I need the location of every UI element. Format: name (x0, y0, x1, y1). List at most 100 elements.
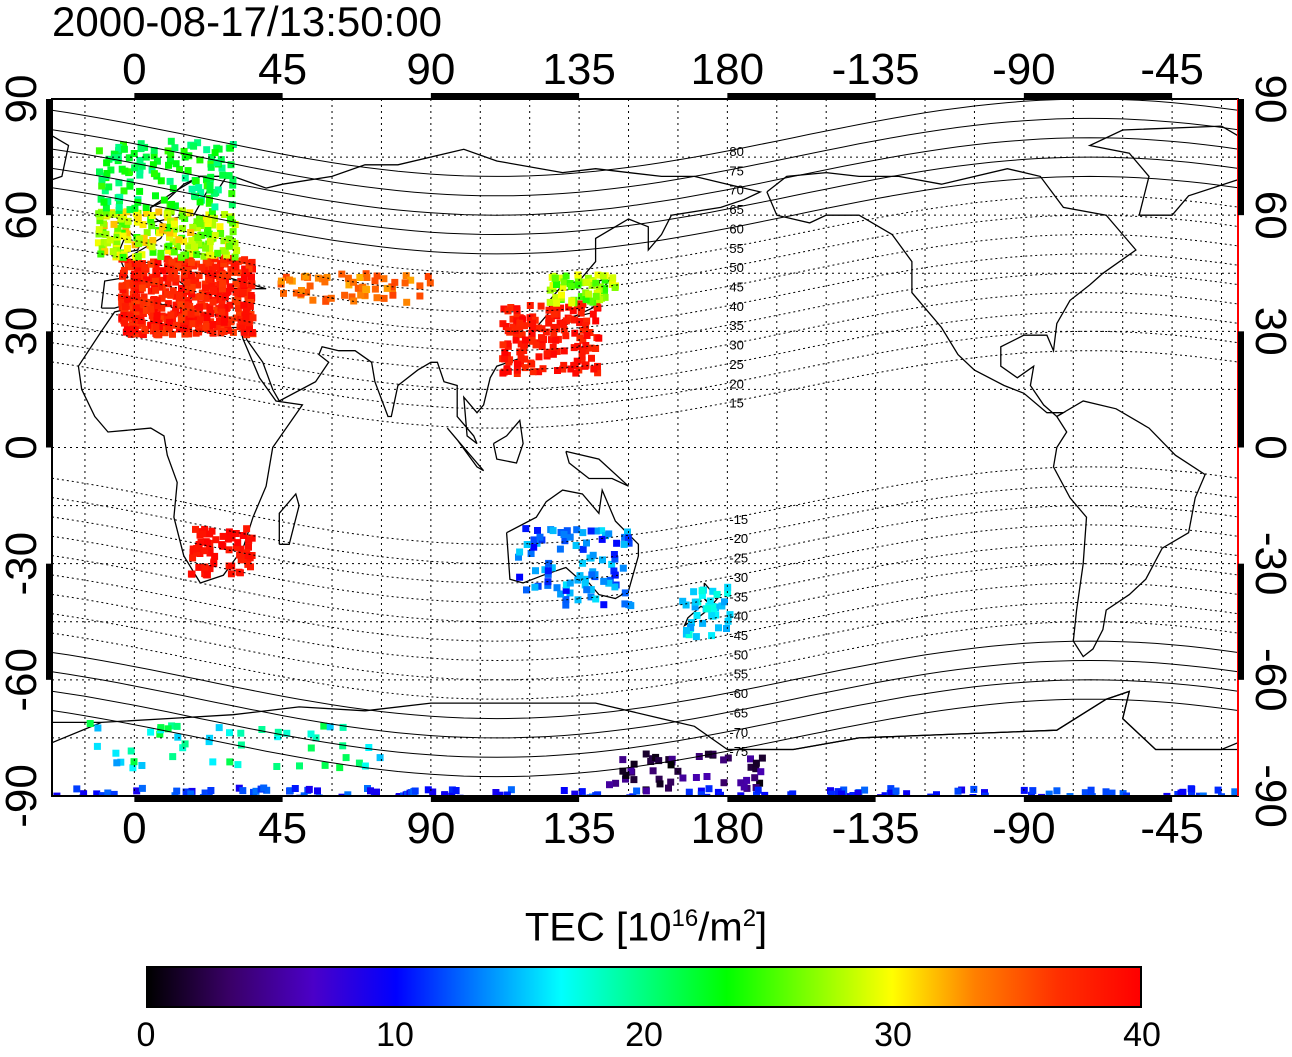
tec-point (229, 328, 237, 336)
tec-point (621, 589, 629, 597)
tec-point (181, 270, 188, 278)
tec-point (723, 625, 730, 632)
tec-point (758, 754, 766, 762)
tec-point (610, 567, 618, 575)
tec-point (119, 286, 127, 294)
tec-point (314, 274, 322, 282)
bottom-axis-label: -135 (832, 804, 920, 853)
tec-point (754, 786, 762, 794)
tec-point (599, 556, 606, 564)
tec-point (209, 298, 217, 306)
tec-point (574, 302, 581, 310)
tec-point (133, 286, 141, 294)
tec-point (529, 368, 537, 376)
tec-point (538, 343, 546, 350)
tec-point (518, 331, 526, 339)
tec-point (96, 217, 104, 225)
tec-point (496, 791, 504, 796)
tec-point (196, 316, 204, 324)
tec-point (212, 536, 220, 544)
tec-point (198, 263, 206, 271)
tec-point (136, 187, 144, 195)
tec-point (73, 785, 81, 793)
tec-point (554, 367, 561, 374)
tec-point (155, 208, 163, 216)
tec-point (572, 369, 580, 377)
tec-point (704, 750, 712, 758)
tec-point (452, 787, 460, 794)
tec-point (150, 147, 158, 154)
tec-point (592, 317, 600, 325)
tec-point (594, 271, 602, 279)
tec-point (205, 251, 213, 259)
tec-point (448, 786, 456, 794)
tec-point (189, 554, 197, 562)
top-axis-label: 180 (691, 45, 764, 94)
tec-point (135, 240, 143, 247)
magnetic-contour (52, 563, 1238, 642)
contour-label: 35 (729, 318, 743, 333)
tec-point (206, 565, 214, 573)
tec-point (692, 774, 700, 781)
tec-point (136, 166, 144, 174)
tec-point (720, 756, 728, 764)
tec-point (177, 301, 185, 309)
tec-point (131, 164, 139, 172)
tec-point (286, 787, 294, 795)
tec-point (248, 258, 256, 266)
tec-point (339, 723, 347, 731)
tec-point (373, 294, 381, 302)
tec-point (630, 760, 638, 768)
tec-point (106, 236, 114, 244)
tec-point (213, 323, 221, 331)
tec-point (157, 177, 165, 185)
tec-point (1087, 786, 1095, 794)
tec-point (118, 298, 126, 306)
tec-point (120, 311, 128, 319)
contour-label: -45 (729, 628, 748, 643)
tec-point (608, 560, 616, 568)
tec-point (624, 528, 631, 536)
tec-point (679, 774, 687, 782)
tec-point (1038, 793, 1046, 796)
tec-point (517, 354, 525, 362)
tec-point (213, 159, 221, 167)
tec-point (137, 145, 145, 153)
tec-point (120, 141, 127, 149)
tec-point (307, 730, 315, 738)
tec-point (970, 785, 978, 793)
tec-point (448, 792, 456, 796)
tec-point (206, 530, 214, 538)
tec-point (112, 749, 120, 757)
tec-point (166, 233, 173, 241)
tec-point (298, 287, 305, 294)
tec-point (105, 183, 113, 191)
tec-point (174, 262, 182, 270)
tec-point (854, 789, 862, 796)
tec-point (179, 297, 187, 305)
tec-point (124, 263, 132, 271)
tec-point (116, 193, 124, 201)
tec-point (181, 174, 189, 182)
tec-point (598, 535, 606, 543)
tec-point (191, 243, 198, 251)
tec-point (557, 590, 565, 598)
tec-point (170, 230, 178, 238)
tec-point (1199, 792, 1207, 796)
tec-point (504, 307, 512, 315)
tec-point (206, 186, 214, 194)
tec-point (747, 763, 755, 771)
tec-point (226, 215, 234, 223)
tec-point (302, 272, 310, 280)
tec-point (587, 593, 595, 601)
tec-point (549, 350, 557, 358)
tec-point (136, 171, 144, 179)
magnetic-contour (52, 659, 1238, 739)
tec-point (157, 724, 165, 732)
tec-point (194, 234, 202, 241)
tec-point (691, 603, 699, 611)
tec-point (219, 271, 227, 279)
tec-point (892, 787, 900, 795)
tec-point (600, 577, 608, 585)
tec-point (202, 258, 210, 266)
